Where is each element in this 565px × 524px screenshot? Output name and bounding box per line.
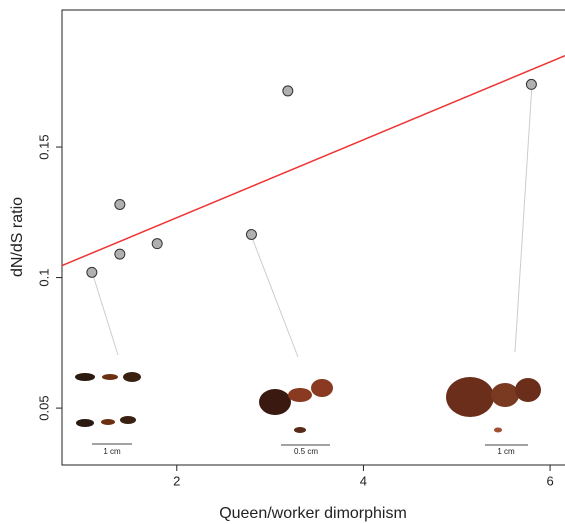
fit-line (61, 54, 565, 267)
y-tick-label: 0.1 (36, 269, 51, 287)
ant-2 (259, 379, 333, 446)
point (86, 266, 98, 278)
scale-label: 1 cm (103, 447, 121, 456)
x-tick-label: 4 (360, 473, 367, 488)
y-tick-label: 0.15 (36, 134, 51, 159)
point (525, 78, 537, 90)
y-tick-label: 0.05 (36, 395, 51, 420)
scale-label: 0.5 cm (294, 447, 318, 456)
point (245, 228, 257, 240)
scale-label: 1 cm (497, 447, 515, 456)
leader-line (250, 234, 299, 358)
y-axis-label: dN/dS ratio (9, 197, 26, 277)
x-tick-label: 2 (173, 473, 180, 488)
leader-line (91, 271, 119, 356)
leader-line (514, 83, 533, 353)
ant-illustrations: 1 cm 0.5 cm 1 cm (75, 83, 541, 456)
plot-frame (61, 9, 565, 466)
x-tick-label: 6 (546, 473, 553, 488)
ant-1 (75, 372, 141, 445)
point (282, 85, 294, 97)
point (151, 238, 163, 250)
ant-3 (446, 377, 541, 446)
point (114, 198, 126, 210)
x-axis-label: Queen/worker dimorphism (219, 505, 407, 522)
point (114, 248, 126, 260)
